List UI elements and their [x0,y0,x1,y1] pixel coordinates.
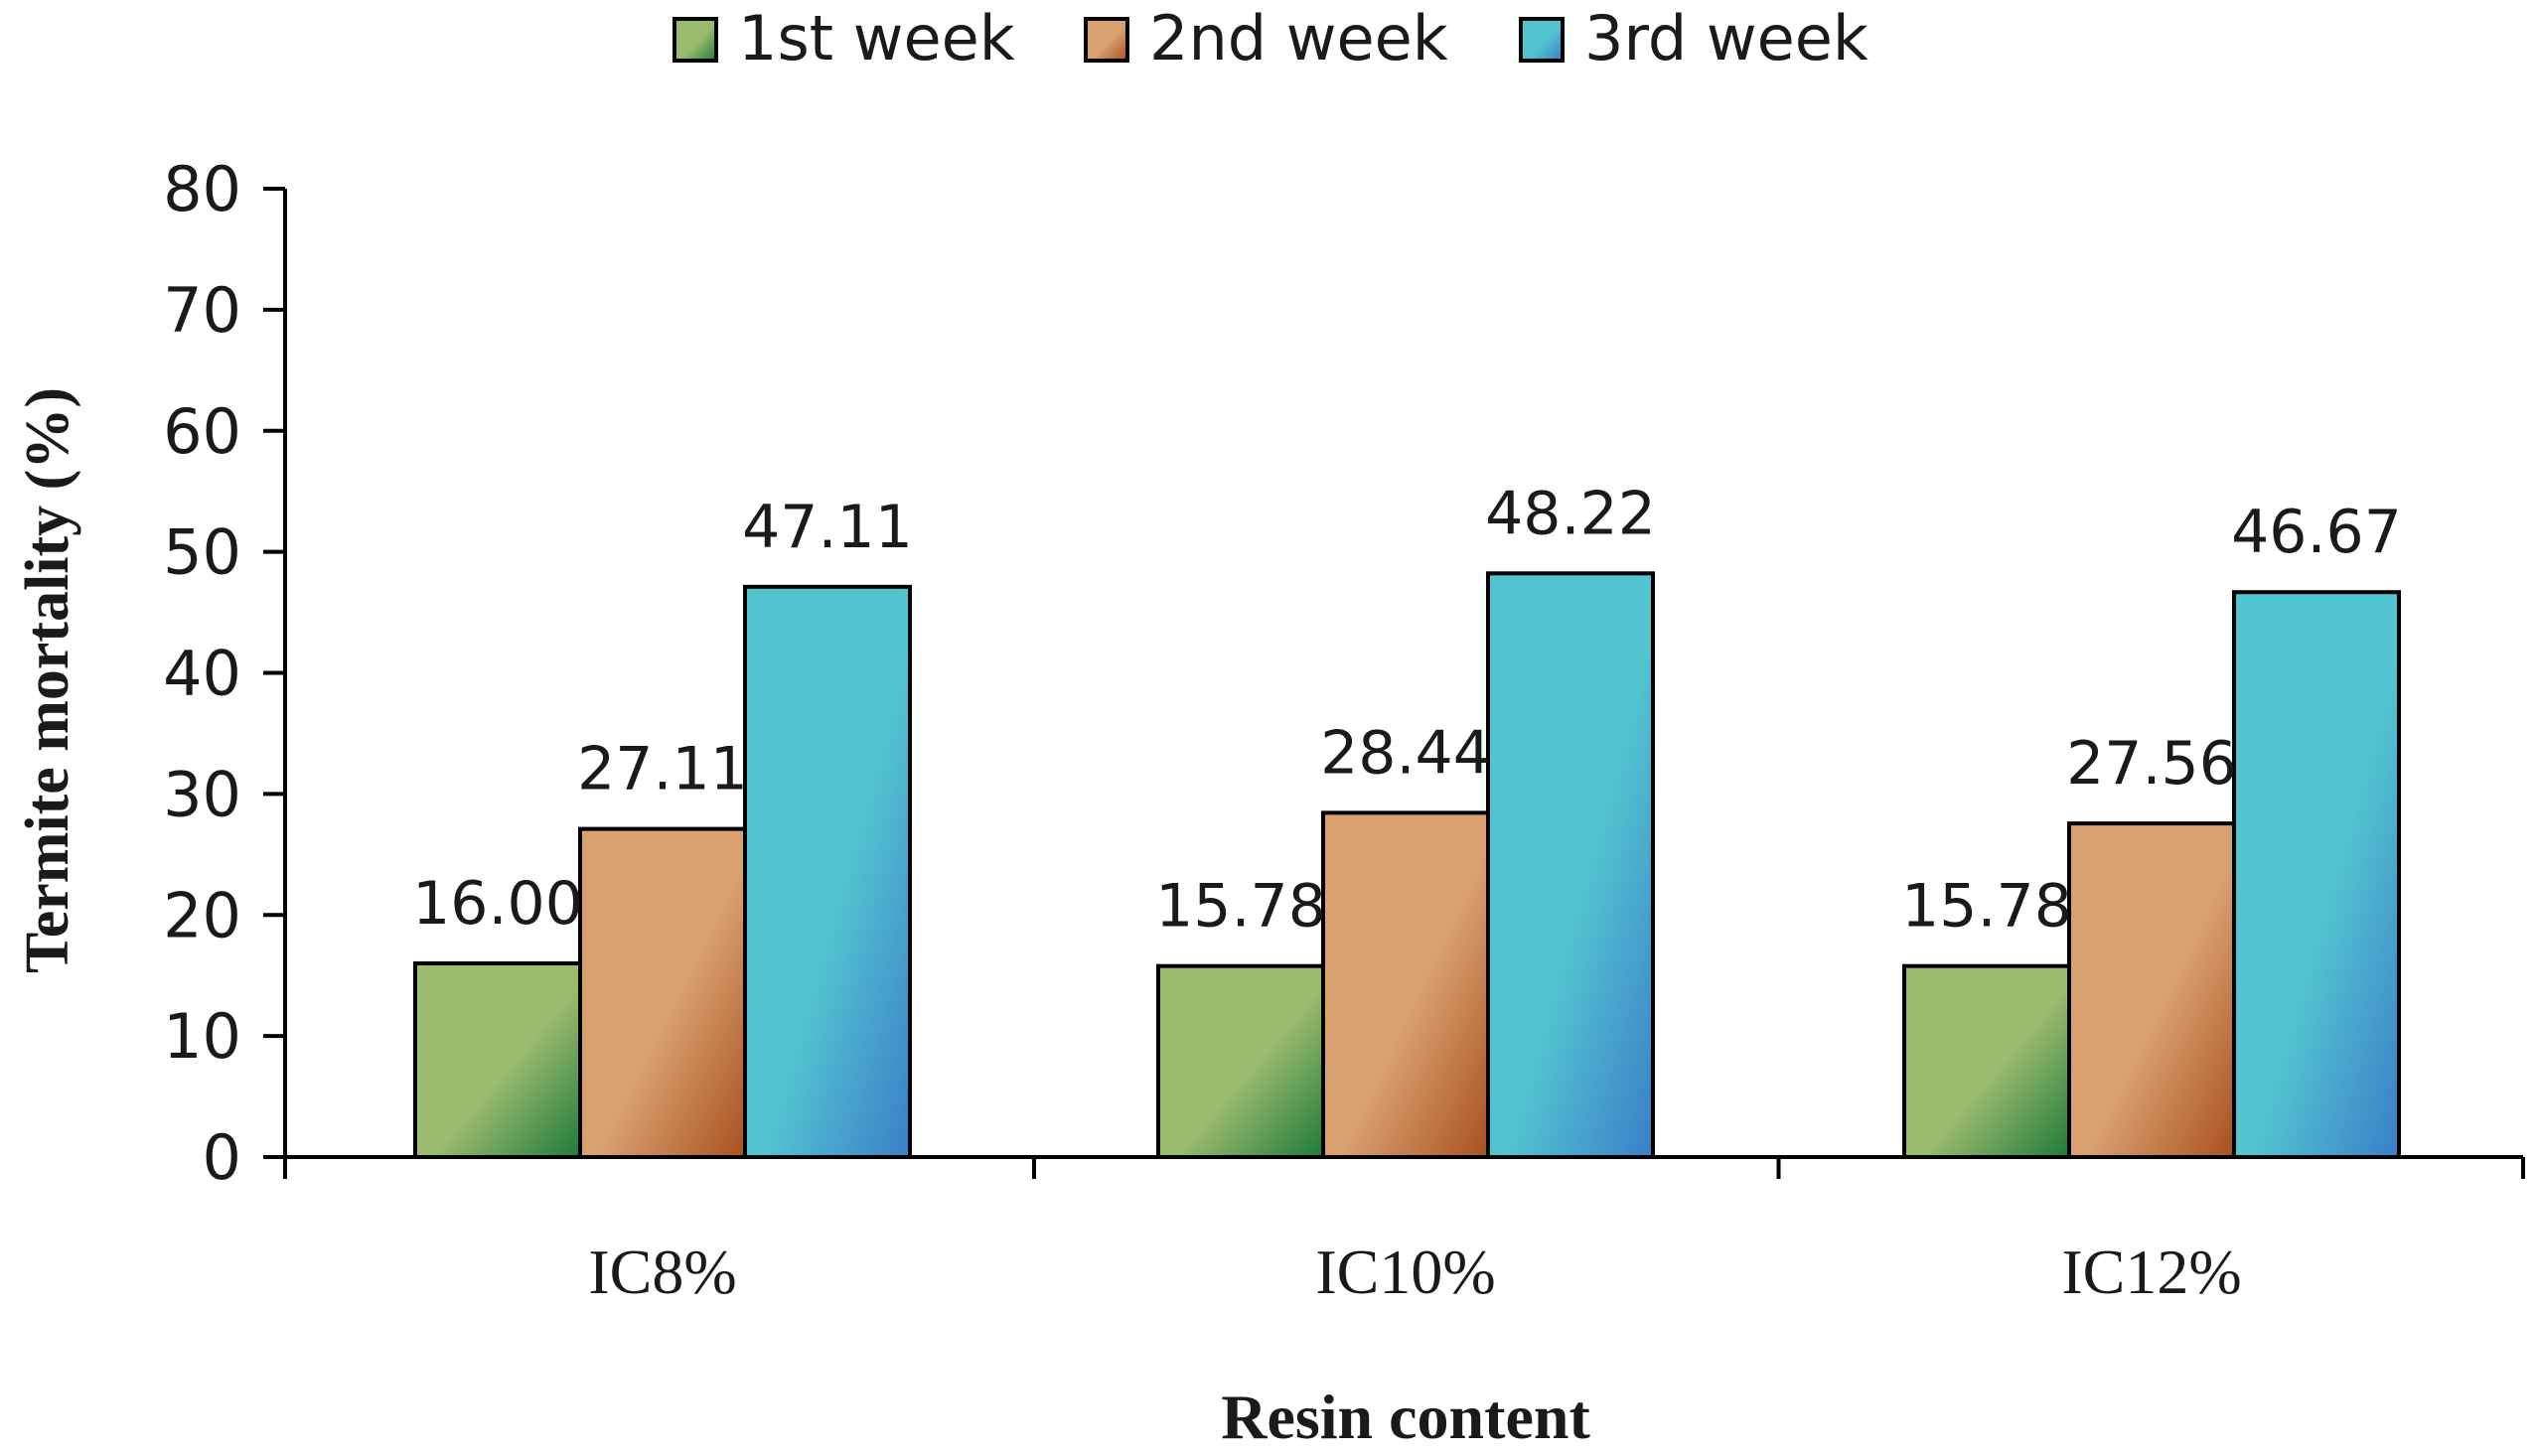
legend-label-1st-week: 1st week [738,2,1015,74]
legend-item-1st-week: 1st week [672,2,1015,74]
legend: 1st week 2nd week 3rd week [672,2,1868,74]
bars [413,571,2401,1160]
legend-item-3rd-week: 3rd week [1519,2,1868,74]
y-axis: 0 10 20 30 40 50 60 70 80 [163,153,287,1194]
bar-3rd-week-ic10 [1486,571,1655,1159]
y-tick-label: 0 [203,1121,241,1194]
y-tick-label: 80 [163,153,241,225]
bar-3rd-week-ic8 [743,584,912,1159]
data-label-3rd-week-ic12: 46.67 [2231,498,2402,567]
bar-1st-week-ic12 [1902,963,2071,1160]
legend-label-2nd-week: 2nd week [1149,2,1448,74]
data-label-1st-week-ic8: 16.00 [412,869,583,939]
data-label-1st-week-ic12: 15.78 [1901,872,2072,942]
legend-item-2nd-week: 2nd week [1084,2,1448,74]
data-label-3rd-week-ic10: 48.22 [1485,479,1656,548]
y-tick-label: 20 [163,879,241,951]
y-tick-label: 60 [163,395,241,468]
bar-2nd-week-ic12 [2067,821,2236,1159]
legend-label-3rd-week: 3rd week [1584,2,1868,74]
bar-3rd-week-ic12 [2232,590,2401,1159]
x-tick-label-ic12: IC12% [2061,1237,2241,1307]
data-label-2nd-week-ic10: 28.44 [1320,718,1491,788]
x-tick-label-ic10: IC10% [1315,1237,1495,1307]
x-axis-title: Resin content [1221,1382,1590,1451]
bar-1st-week-ic8 [413,961,582,1159]
y-tick-label: 50 [163,516,241,589]
data-label-3rd-week-ic8: 47.11 [742,493,913,562]
legend-swatch-2nd-week [1084,17,1129,63]
bar-1st-week-ic10 [1156,963,1325,1160]
y-axis-title: Termite mortality (%) [14,387,81,973]
data-labels: 16.00 27.11 47.11 15.78 28.44 48.22 15.78 27.56… [412,479,2402,941]
x-axis: IC8% IC10% IC12% [283,1155,2525,1307]
bar-2nd-week-ic8 [578,826,747,1159]
data-label-2nd-week-ic12: 27.56 [2066,729,2237,799]
x-tick-label-ic8: IC8% [588,1237,736,1307]
legend-swatch-1st-week [672,17,718,63]
data-label-2nd-week-ic8: 27.11 [577,735,748,804]
data-label-1st-week-ic10: 15.78 [1155,872,1326,942]
y-tick-label: 30 [163,758,241,830]
y-tick-label: 40 [163,638,241,710]
y-tick-label: 70 [163,274,241,347]
bar-2nd-week-ic10 [1321,810,1490,1159]
legend-swatch-3rd-week [1519,17,1565,63]
y-tick-label: 10 [163,1000,241,1073]
